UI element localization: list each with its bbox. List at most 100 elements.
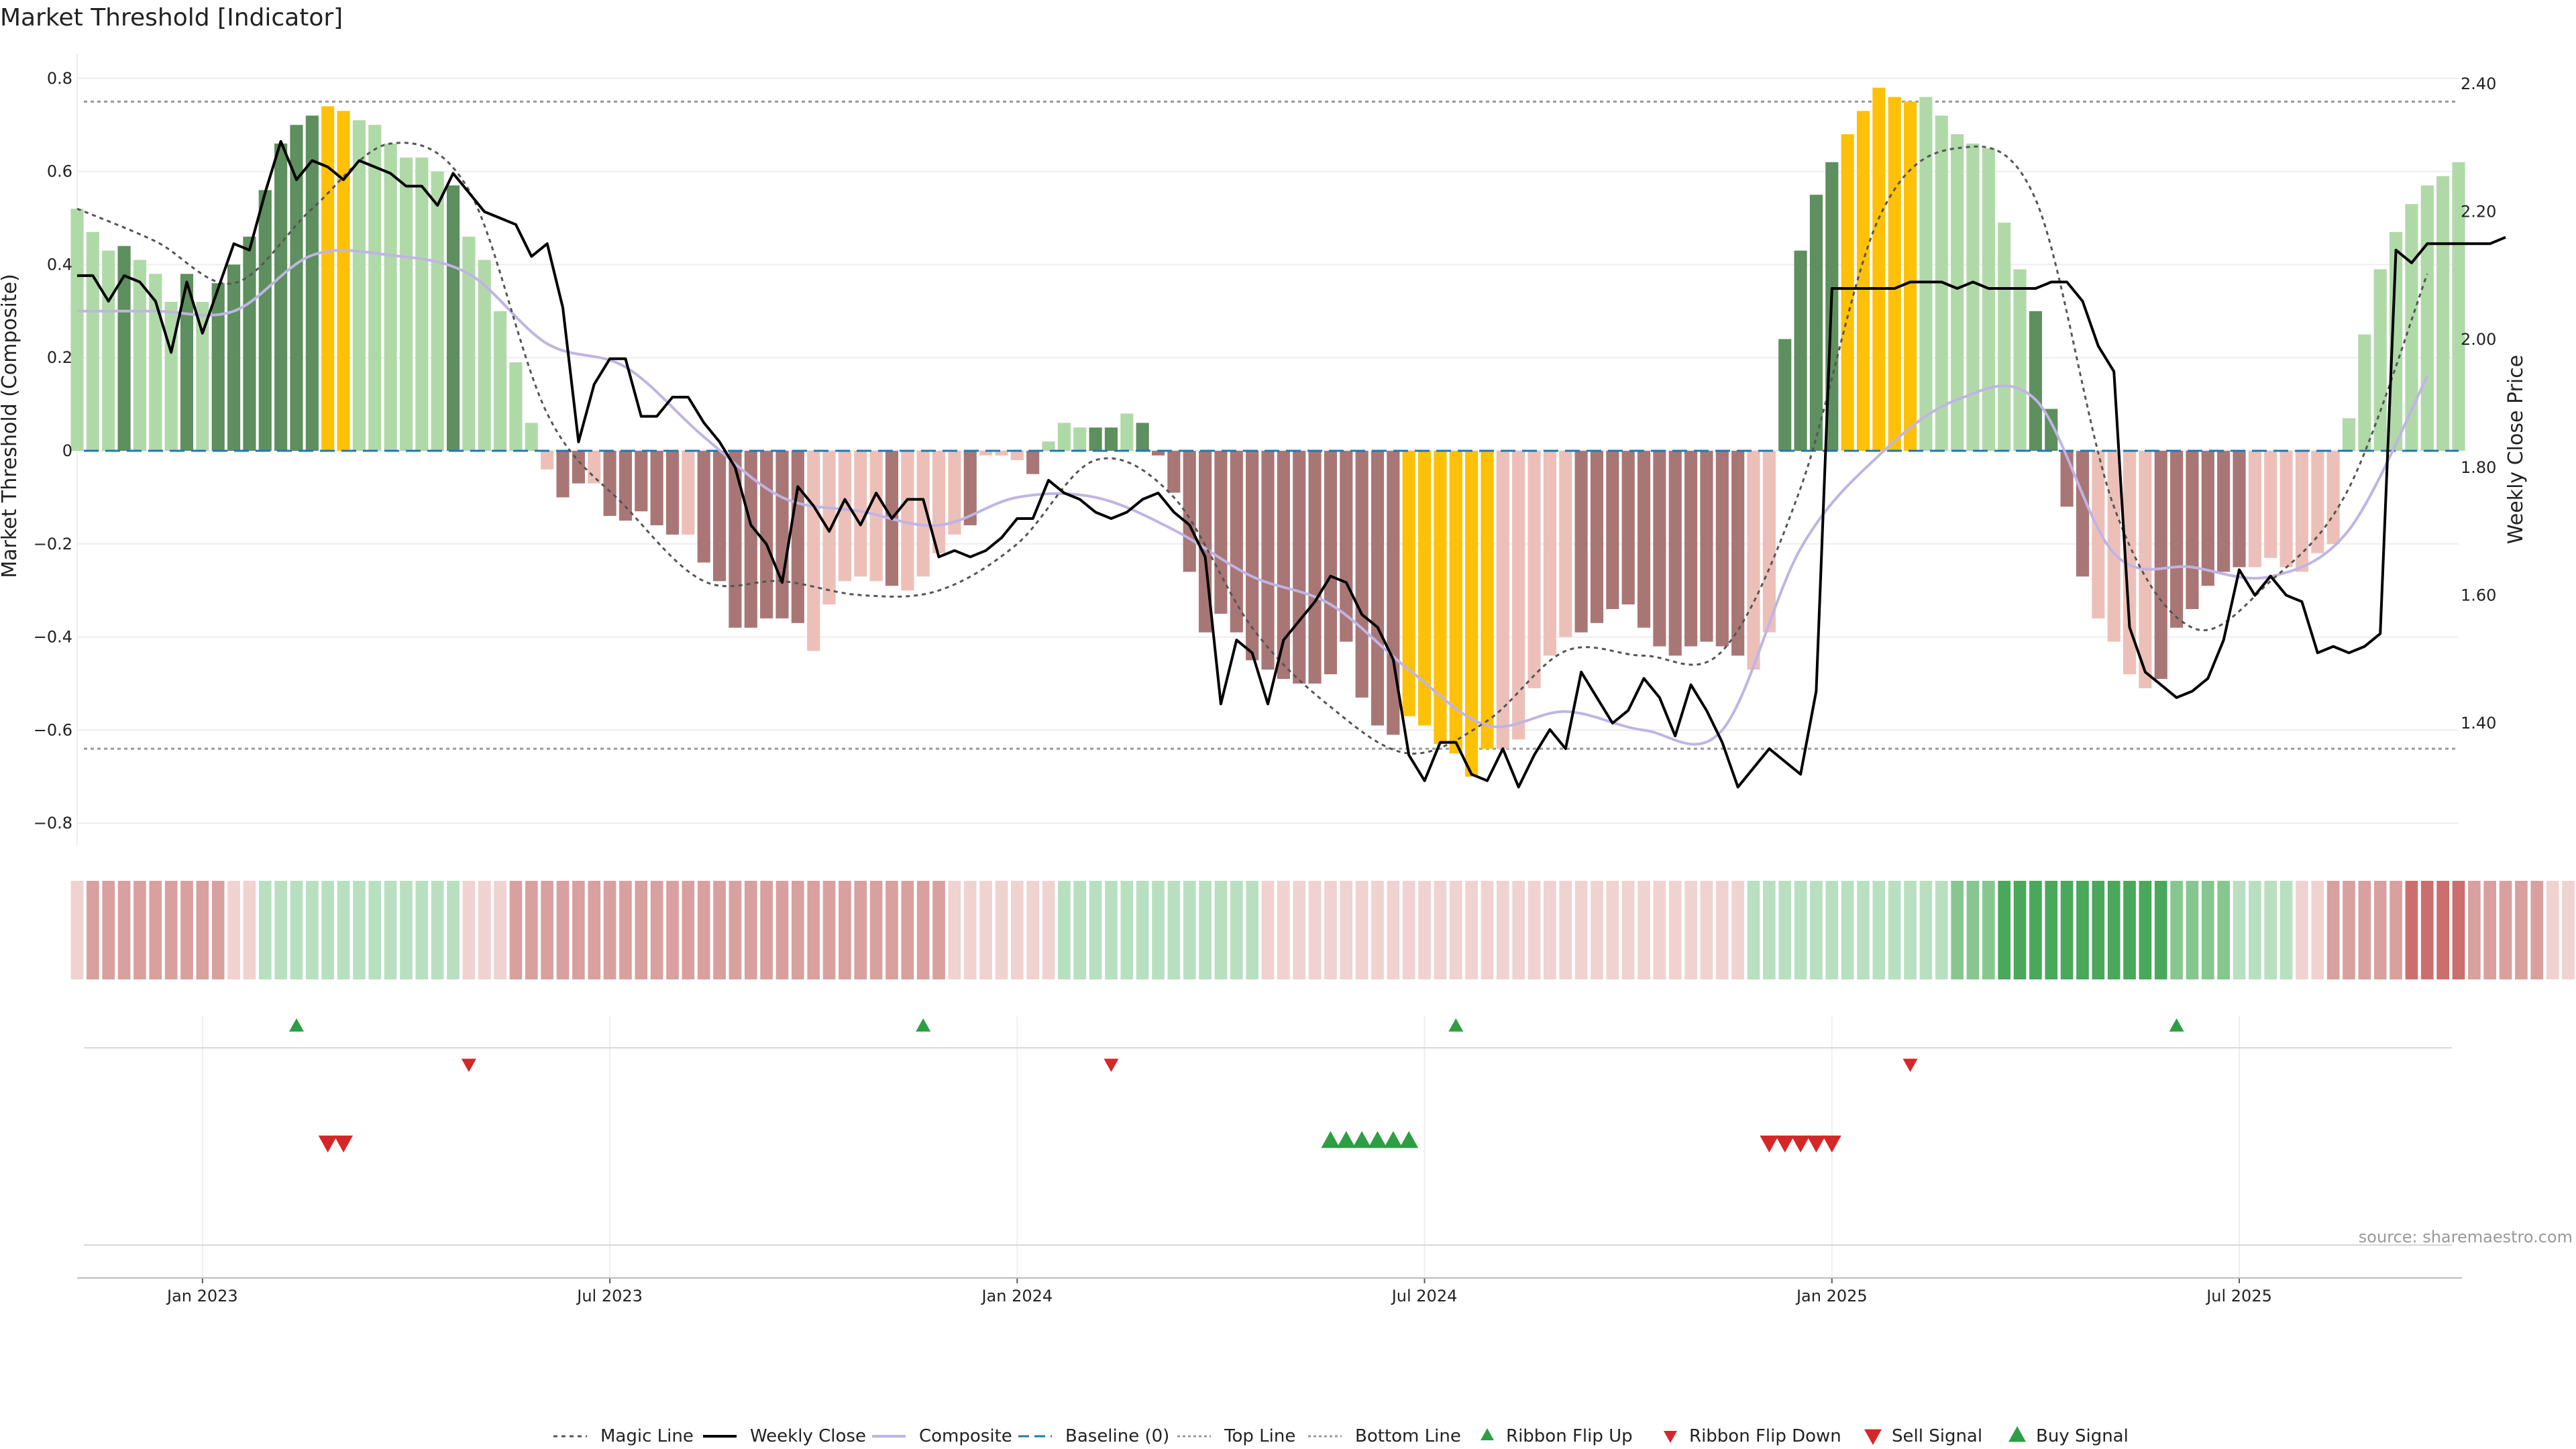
ribbon-cell: [2343, 881, 2355, 979]
ribbon-cell: [2468, 881, 2481, 979]
y2-tick-label: 2.40: [2461, 74, 2496, 93]
ribbon-cell: [932, 881, 945, 979]
ribbon-cell: [1841, 881, 1854, 979]
composite-bar: [462, 236, 476, 451]
ribbon-cell: [2154, 881, 2167, 979]
ribbon-cell: [1246, 881, 1258, 979]
ribbon-flip-up-marker: [2169, 1018, 2184, 1032]
composite-bar: [1590, 451, 1604, 623]
composite-bar: [650, 451, 663, 526]
y-tick-label: 0.4: [47, 255, 72, 274]
ribbon-flip-up-marker: [916, 1018, 931, 1032]
legend-label: Ribbon Flip Down: [1689, 1426, 1841, 1446]
ribbon-cell: [1167, 881, 1181, 979]
composite-bar: [1731, 451, 1745, 656]
ribbon-cell: [979, 881, 992, 979]
composite-bar: [149, 274, 162, 451]
composite-bar: [1700, 451, 1713, 642]
ribbon-cell: [1026, 881, 1040, 979]
composite-bar: [760, 451, 773, 619]
composite-bar: [2358, 334, 2371, 451]
ribbon-cell: [2107, 881, 2121, 979]
composite-bar: [963, 451, 977, 526]
ribbon-cell: [1715, 881, 1729, 979]
composite-bar: [2452, 162, 2465, 451]
composite-bar: [352, 120, 366, 451]
y2-axis-label: Weekly Close Price: [2504, 355, 2528, 544]
legend-label: Baseline (0): [1065, 1426, 1169, 1446]
ribbon-cell: [2562, 881, 2575, 979]
composite-bar: [478, 260, 491, 451]
ribbon-cell: [368, 881, 382, 979]
ribbon-cell: [2076, 881, 2089, 979]
legend-label: Sell Signal: [1892, 1426, 1982, 1446]
ribbon-cell: [1559, 881, 1572, 979]
composite-bar: [1324, 451, 1337, 675]
ribbon-cell: [1120, 881, 1134, 979]
ribbon-cell: [2201, 881, 2214, 979]
composite-bar: [258, 190, 272, 451]
composite-bar: [102, 250, 115, 451]
composite-bar: [1057, 423, 1071, 451]
ribbon-flip-down-marker: [1104, 1059, 1119, 1072]
y-tick-label: −0.6: [34, 720, 72, 739]
composite-bar: [164, 301, 178, 451]
composite-bar: [1402, 451, 1415, 716]
ribbon-cell: [1731, 881, 1744, 979]
ribbon-cell: [494, 881, 506, 979]
composite-bar: [729, 451, 742, 628]
legend-label: Ribbon Flip Up: [1506, 1426, 1633, 1446]
ribbon-cell: [243, 881, 256, 979]
composite-line: [76, 249, 2429, 746]
buy-signal-marker: [1352, 1131, 1372, 1148]
ribbon-cell: [1591, 881, 1603, 979]
composite-bar: [1778, 339, 1792, 451]
composite-bar: [2123, 451, 2137, 675]
composite-bar: [572, 451, 585, 484]
ribbon-cell: [1277, 881, 1290, 979]
ribbon-cell: [1872, 881, 1886, 979]
ribbon-cell: [1825, 881, 1839, 979]
ribbon-cell: [2546, 881, 2559, 979]
ribbon-cell: [2483, 881, 2497, 979]
composite-bar: [1167, 451, 1181, 493]
composite-bar: [1246, 451, 1259, 661]
composite-bar: [1481, 451, 1494, 749]
ribbon-cell: [2029, 881, 2042, 979]
ribbon-cell: [2249, 881, 2261, 979]
ribbon-cell: [1700, 881, 1713, 979]
composite-bar: [1982, 148, 1995, 451]
composite-bar: [712, 451, 727, 582]
ribbon-cell: [509, 881, 523, 979]
composite-bar: [1026, 451, 1040, 474]
composite-bar: [1293, 451, 1306, 684]
composite-bar: [1841, 134, 1854, 451]
ribbon-cell: [901, 881, 914, 979]
ribbon-cell: [1888, 881, 1901, 979]
ribbon-cell: [2358, 881, 2371, 979]
composite-bar: [1951, 134, 1964, 451]
composite-bar: [1449, 451, 1462, 754]
legend-label: Bottom Line: [1355, 1426, 1461, 1446]
weekly-close-line: [77, 140, 2506, 789]
ribbon-cell: [854, 881, 867, 979]
ribbon-cell: [117, 881, 131, 979]
composite-bar: [1606, 451, 1619, 609]
composite-bar: [916, 451, 930, 577]
composite-bar: [290, 125, 303, 451]
ribbon-cell: [1966, 881, 1980, 979]
ribbon-cell: [588, 881, 601, 979]
sell-signal-marker: [1822, 1135, 1841, 1152]
composite-bar: [1417, 451, 1432, 726]
ribbon-cell: [995, 881, 1008, 979]
legend-swatch: [2008, 1426, 2026, 1442]
ribbon-cell: [2170, 881, 2183, 979]
ribbon-cell: [2092, 881, 2105, 979]
y-tick-label: 0.6: [47, 162, 72, 181]
ribbon-cell: [1089, 881, 1102, 979]
ribbon-cell: [1136, 881, 1149, 979]
ribbon-cell: [666, 881, 679, 979]
y-tick-label: 0.2: [47, 348, 72, 367]
ribbon-cell: [1214, 881, 1228, 979]
composite-bar: [1762, 451, 1776, 633]
